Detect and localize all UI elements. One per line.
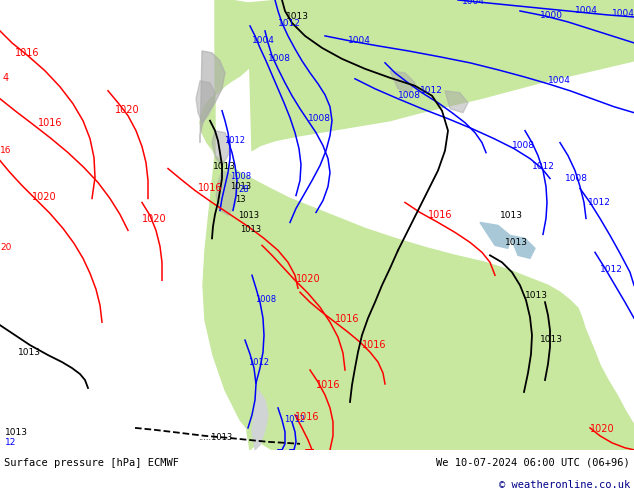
Polygon shape [247,355,268,450]
Text: 1016: 1016 [316,380,340,390]
Text: 1013: 1013 [230,181,251,191]
Text: 1013: 1013 [286,12,309,21]
Polygon shape [390,71,415,93]
Text: © weatheronline.co.uk: © weatheronline.co.uk [499,480,630,490]
Text: 1012: 1012 [420,86,443,95]
Text: 1016: 1016 [335,314,359,324]
Text: 1016: 1016 [362,340,387,350]
Polygon shape [196,81,215,122]
Text: 1012: 1012 [600,265,623,274]
Text: 1004: 1004 [252,36,275,45]
Text: 1016: 1016 [198,182,223,193]
Text: 1013: 1013 [238,211,259,220]
Polygon shape [510,235,535,258]
Polygon shape [252,390,268,450]
Text: 1016: 1016 [428,210,453,221]
Polygon shape [445,91,468,113]
Text: 1012: 1012 [532,162,555,171]
Text: 1008: 1008 [512,141,535,149]
Text: 20: 20 [0,244,11,252]
Text: 1012: 1012 [588,198,611,207]
Polygon shape [248,0,634,150]
Text: 1020: 1020 [115,105,139,115]
Text: 1013: 1013 [525,291,548,300]
Text: 1000: 1000 [540,11,563,20]
Text: 1012: 1012 [284,415,305,424]
Text: .....1013: .....1013 [198,433,232,442]
Text: 1012: 1012 [224,136,245,145]
Text: 13: 13 [235,196,245,204]
Text: 1008: 1008 [255,295,276,304]
Text: 1008: 1008 [565,173,588,183]
Polygon shape [200,51,225,143]
Text: 1013: 1013 [500,211,523,220]
Text: 1013: 1013 [240,225,261,234]
Text: 1004: 1004 [348,36,371,45]
Text: 1008: 1008 [230,172,251,180]
Text: 1012: 1012 [278,19,301,28]
Text: 1013: 1013 [213,162,236,171]
Polygon shape [500,0,634,46]
Text: 12: 12 [5,438,16,447]
Text: 1004: 1004 [462,0,485,6]
Text: 1013: 1013 [505,238,528,247]
Text: 16: 16 [0,146,11,155]
Text: 1020: 1020 [32,193,56,202]
Text: 1016: 1016 [38,118,63,128]
Polygon shape [265,390,362,450]
Polygon shape [203,156,634,450]
Polygon shape [480,222,510,248]
Text: 4: 4 [3,73,9,83]
Polygon shape [216,171,238,216]
Text: 1008: 1008 [398,91,421,100]
Text: 1020: 1020 [296,274,321,284]
Text: 1008: 1008 [268,54,291,63]
Text: Surface pressure [hPa] ECMWF: Surface pressure [hPa] ECMWF [4,458,179,468]
Text: 1020: 1020 [142,215,167,224]
Text: 1004: 1004 [548,76,571,85]
Polygon shape [212,131,230,166]
Text: 1020: 1020 [590,424,614,434]
Text: 1013: 1013 [5,428,28,437]
Text: 1012: 1012 [248,358,269,367]
Text: 1004: 1004 [612,9,634,18]
Text: 1013: 1013 [18,348,41,357]
Text: 28: 28 [238,186,249,195]
Polygon shape [200,0,268,156]
Text: 1016: 1016 [15,48,39,58]
Text: 1008: 1008 [308,114,331,122]
Text: 1004: 1004 [575,6,598,15]
Text: We 10-07-2024 06:00 UTC (06+96): We 10-07-2024 06:00 UTC (06+96) [436,458,630,468]
Text: 1013: 1013 [540,335,563,344]
Text: 1016: 1016 [295,412,320,422]
